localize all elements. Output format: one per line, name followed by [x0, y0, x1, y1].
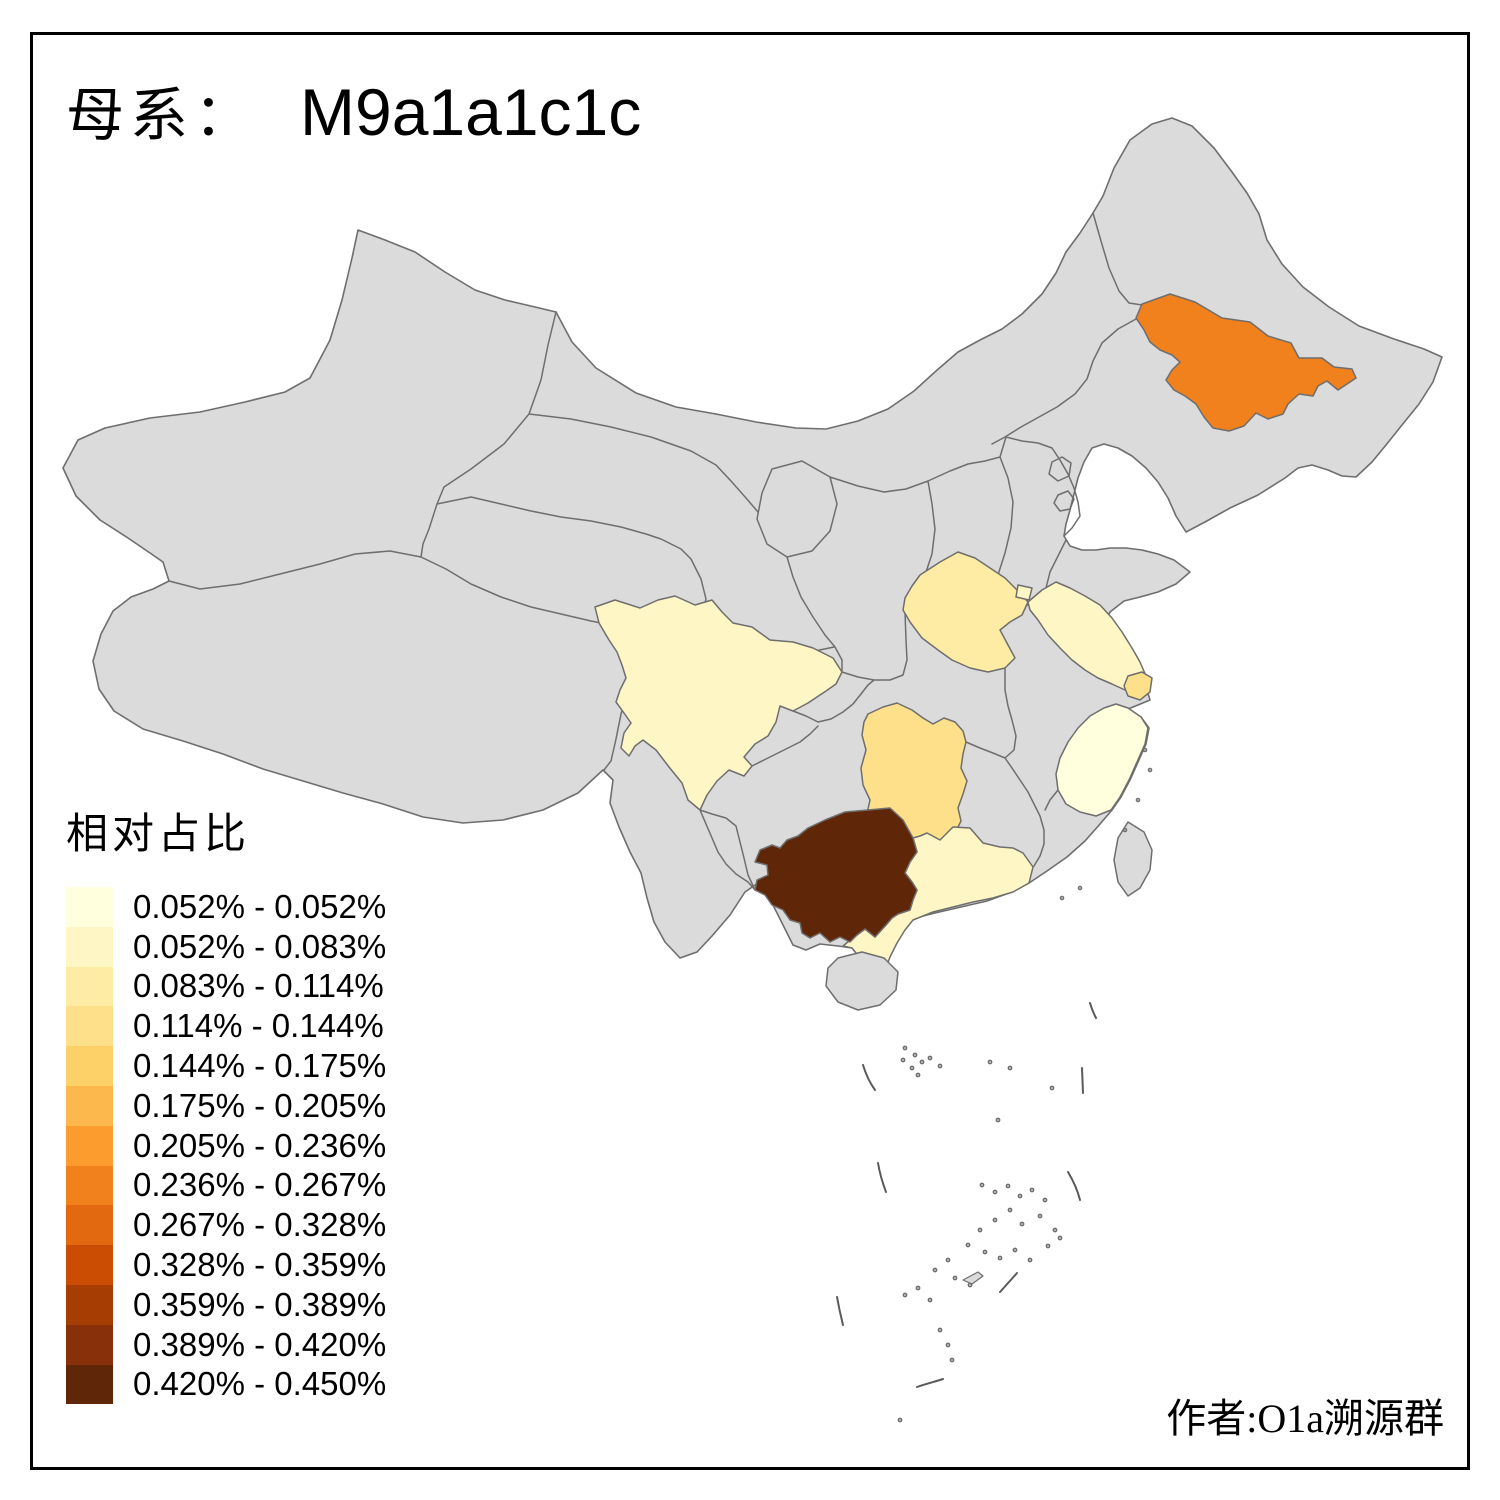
legend-swatch [66, 926, 113, 967]
province-shanghai [1123, 671, 1153, 701]
legend-row: 0.267% - 0.328% [66, 1205, 387, 1246]
figure-border [30, 32, 1470, 1470]
legend-label: 0.389% - 0.420% [133, 1325, 387, 1363]
province-henan [902, 551, 1029, 673]
title-prefix: 母系： [66, 83, 259, 148]
legend-row: 0.052% - 0.052% [66, 887, 386, 927]
island-taiwan [1113, 821, 1153, 897]
legend-label: 0.267% - 0.328% [133, 1206, 387, 1244]
author-credit: 作者:O1a溯源群 [1166, 1396, 1444, 1441]
legend-row: 0.420% - 0.450% [66, 1364, 387, 1405]
legend-row: 0.144% - 0.175% [66, 1046, 386, 1086]
legend-swatch [66, 1046, 113, 1086]
legend-swatch [66, 1364, 113, 1405]
legend-label: 0.114% - 0.144% [133, 1007, 384, 1045]
legend-row: 0.083% - 0.114% [66, 966, 386, 1007]
legend-row: 0.205% - 0.236% [66, 1125, 387, 1166]
legend-label: 0.083% - 0.114% [133, 967, 384, 1005]
legend-row: 0.052% - 0.083% [66, 926, 387, 967]
legend-label: 0.328% - 0.359% [133, 1246, 387, 1284]
legend-swatch [66, 1006, 113, 1047]
title-haplogroup: M9a1a1c1c [300, 75, 642, 149]
legend-row: 0.359% - 0.389% [66, 1284, 387, 1325]
legend-swatch [66, 1324, 113, 1365]
province-guangxi [754, 807, 918, 943]
legend-label: 0.420% - 0.450% [133, 1365, 387, 1403]
province-jiangsu-exclave [1015, 584, 1033, 601]
sea-islets [897, 747, 1153, 1423]
legend-swatch [66, 1245, 113, 1285]
legend-row: 0.114% - 0.144% [66, 1006, 386, 1047]
island-dongsha [962, 1271, 984, 1285]
province-sichuan [594, 595, 843, 811]
legend: 相对占比 0.052% - 0.052% 0.052% - 0.083% 0.0… [66, 800, 387, 1405]
map-title: 母系： M9a1a1c1c [66, 68, 641, 152]
legend-swatch [66, 1085, 113, 1126]
province-zhejiang [1055, 703, 1149, 817]
legend-row: 0.328% - 0.359% [66, 1245, 386, 1285]
legend-swatch [66, 966, 113, 1007]
legend-label: 0.205% - 0.236% [133, 1126, 387, 1164]
legend-label: 0.359% - 0.389% [133, 1285, 387, 1323]
legend-label: 0.236% - 0.267% [133, 1166, 387, 1204]
legend-row: 0.236% - 0.267% [66, 1165, 387, 1206]
legend-label: 0.052% - 0.083% [133, 927, 387, 965]
legend-swatch [66, 887, 113, 927]
legend-title: 相对占比 [66, 812, 251, 858]
province-jilin [1135, 293, 1357, 432]
legend-row: 0.175% - 0.205% [66, 1085, 387, 1126]
sea-boundary-dashes [836, 1002, 1097, 1388]
legend-swatch [66, 1284, 113, 1325]
legend-label: 0.144% - 0.175% [133, 1047, 387, 1085]
legend-swatch [66, 1205, 113, 1246]
legend-label: 0.052% - 0.052% [133, 887, 387, 925]
legend-swatch [66, 1165, 113, 1206]
legend-row: 0.389% - 0.420% [66, 1324, 387, 1365]
legend-label: 0.175% - 0.205% [133, 1086, 387, 1124]
island-hainan [825, 951, 899, 1011]
legend-swatch [66, 1125, 113, 1166]
